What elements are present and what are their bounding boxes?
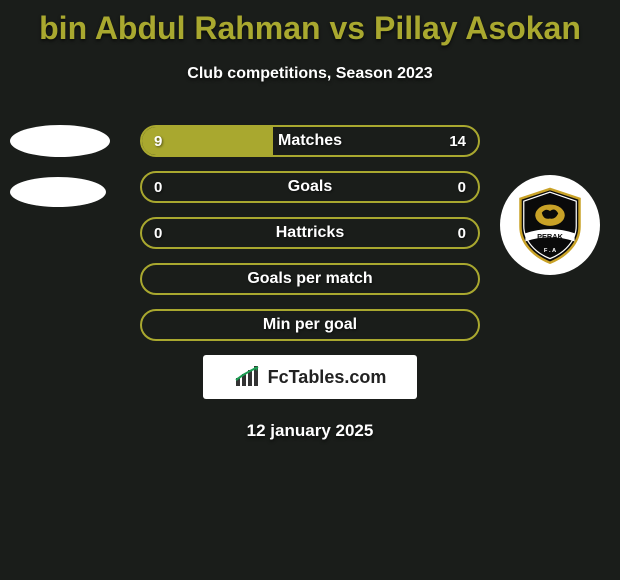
svg-text:F . A: F . A [544,248,556,254]
stats-area: PERAK F . A 9Matches140Goals00Hattricks0… [0,125,620,341]
stat-label: Min per goal [142,316,478,334]
stat-label: Goals per match [142,270,478,288]
svg-text:PERAK: PERAK [537,232,563,241]
player-right-club-badge: PERAK F . A [500,175,600,275]
stat-bars: 9Matches140Goals00Hattricks0Goals per ma… [140,125,480,341]
stat-bar: 0Hattricks0 [140,217,480,249]
date-label: 12 january 2025 [0,421,620,441]
avatar-placeholder-icon [10,125,110,157]
stat-bar: 9Matches14 [140,125,480,157]
stat-value-right: 0 [458,179,466,196]
stat-label: Goals [142,178,478,196]
fctables-logo: FcTables.com [203,355,417,399]
bars-icon [234,366,262,388]
logo-text: FcTables.com [268,367,387,388]
club-badge-icon: PERAK F . A [500,175,600,275]
stat-value-right: 14 [449,133,466,150]
page-title: bin Abdul Rahman vs Pillay Asokan [0,0,620,47]
stat-label: Hattricks [142,224,478,242]
stat-value-right: 0 [458,225,466,242]
player-left-avatars [10,125,110,227]
stat-label: Matches [142,132,478,150]
page-subtitle: Club competitions, Season 2023 [0,65,620,83]
stat-bar: Min per goal [140,309,480,341]
avatar-placeholder-icon [10,177,106,207]
stat-bar: Goals per match [140,263,480,295]
stat-bar: 0Goals0 [140,171,480,203]
